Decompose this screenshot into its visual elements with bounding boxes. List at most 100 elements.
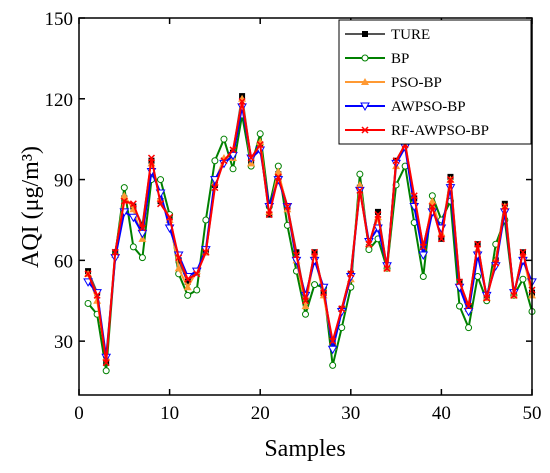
marker xyxy=(483,294,491,302)
marker xyxy=(418,251,429,260)
marker xyxy=(184,275,192,283)
marker xyxy=(347,270,355,278)
x-tick-label: 30 xyxy=(341,403,360,424)
marker xyxy=(365,240,373,248)
marker xyxy=(338,305,346,313)
marker xyxy=(102,359,110,367)
marker xyxy=(465,324,473,332)
marker xyxy=(338,324,346,332)
marker xyxy=(202,216,210,224)
x-tick-label: 20 xyxy=(251,403,270,424)
marker xyxy=(138,254,146,262)
legend: TURE BP PSO-BP AWPSO-BP RF-AWPSO-BP xyxy=(338,19,532,145)
series xyxy=(84,97,536,367)
marker xyxy=(229,146,237,154)
marker xyxy=(519,248,527,256)
marker xyxy=(193,270,201,278)
marker xyxy=(111,248,119,256)
marker xyxy=(93,291,101,299)
marker xyxy=(329,361,337,369)
marker xyxy=(356,186,364,194)
y-tick-label: 60 xyxy=(54,251,73,272)
marker xyxy=(147,154,156,162)
marker xyxy=(361,126,369,134)
x-axis-label: Samples xyxy=(264,436,345,462)
y-axis-label: AQI (μg/m³) xyxy=(18,146,44,268)
marker xyxy=(501,202,509,211)
marker xyxy=(238,97,246,106)
marker xyxy=(474,273,482,281)
y-tick-label: 90 xyxy=(54,171,73,192)
series xyxy=(84,111,536,375)
marker xyxy=(311,281,319,289)
marker xyxy=(229,165,237,173)
marker xyxy=(311,248,319,256)
x-tick-label: 10 xyxy=(160,403,179,424)
marker xyxy=(184,278,191,285)
marker xyxy=(166,213,174,221)
marker xyxy=(175,254,183,262)
y-tick-label: 120 xyxy=(45,90,74,111)
marker xyxy=(138,224,146,232)
marker xyxy=(247,154,255,162)
marker xyxy=(410,192,418,200)
marker xyxy=(510,291,518,299)
marker xyxy=(175,257,182,264)
marker xyxy=(465,302,473,310)
marker xyxy=(102,367,110,375)
marker xyxy=(355,180,364,188)
marker xyxy=(292,251,300,259)
marker xyxy=(84,270,92,278)
marker xyxy=(419,243,427,251)
x-tick-label: 50 xyxy=(523,403,542,424)
marker xyxy=(128,213,139,223)
plot-frame xyxy=(78,17,533,396)
marker xyxy=(193,286,201,294)
marker xyxy=(256,141,264,149)
marker xyxy=(329,337,337,345)
marker xyxy=(327,345,338,355)
marker xyxy=(456,302,464,310)
marker xyxy=(202,248,210,256)
marker xyxy=(301,297,310,305)
marker xyxy=(157,176,165,184)
marker xyxy=(360,102,370,112)
marker xyxy=(383,264,391,272)
marker xyxy=(361,78,369,85)
marker xyxy=(320,289,328,297)
marker xyxy=(302,310,309,318)
marker xyxy=(455,278,464,286)
marker xyxy=(419,273,427,281)
marker xyxy=(120,184,128,192)
marker xyxy=(361,54,369,62)
marker xyxy=(274,173,282,181)
marker xyxy=(492,259,500,267)
marker xyxy=(220,135,228,143)
series-line xyxy=(87,113,533,372)
legend-label: RF-AWPSO-BP xyxy=(391,123,489,139)
marker xyxy=(84,299,92,307)
marker xyxy=(265,211,273,219)
marker xyxy=(129,243,137,251)
marker xyxy=(392,157,400,165)
marker xyxy=(274,167,283,175)
x-tick-label: 0 xyxy=(74,403,84,424)
marker xyxy=(220,157,228,165)
marker xyxy=(137,229,148,239)
marker xyxy=(474,240,482,248)
marker xyxy=(256,130,264,138)
marker xyxy=(157,200,165,208)
marker xyxy=(365,246,373,254)
marker xyxy=(446,176,454,184)
x-tick-label: 40 xyxy=(432,403,451,424)
marker xyxy=(283,202,291,211)
marker xyxy=(463,308,474,317)
marker xyxy=(120,191,129,199)
marker xyxy=(301,302,310,310)
y-tick-label: 150 xyxy=(45,9,74,30)
marker xyxy=(428,197,437,205)
marker xyxy=(374,211,382,219)
marker xyxy=(183,283,192,291)
marker xyxy=(428,202,436,211)
